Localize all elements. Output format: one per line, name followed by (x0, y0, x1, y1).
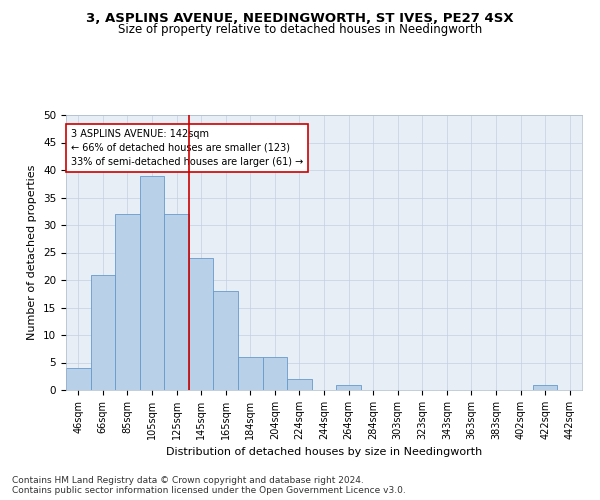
Text: Contains HM Land Registry data © Crown copyright and database right 2024.
Contai: Contains HM Land Registry data © Crown c… (12, 476, 406, 495)
Bar (263, 357, 287, 390)
Bar (533, 384, 557, 390)
Bar (287, 379, 312, 390)
X-axis label: Distribution of detached houses by size in Needingworth: Distribution of detached houses by size … (166, 448, 482, 458)
Bar (140, 176, 164, 390)
Text: Size of property relative to detached houses in Needingworth: Size of property relative to detached ho… (118, 22, 482, 36)
Text: 3 ASPLINS AVENUE: 142sqm
← 66% of detached houses are smaller (123)
33% of semi-: 3 ASPLINS AVENUE: 142sqm ← 66% of detach… (71, 128, 303, 167)
Bar (115, 214, 140, 390)
Y-axis label: Number of detached properties: Number of detached properties (28, 165, 37, 340)
Text: 3, ASPLINS AVENUE, NEEDINGWORTH, ST IVES, PE27 4SX: 3, ASPLINS AVENUE, NEEDINGWORTH, ST IVES… (86, 12, 514, 26)
Bar (214, 291, 238, 390)
Bar (164, 214, 189, 390)
Bar (91, 274, 115, 390)
Bar (336, 384, 361, 390)
Bar (66, 368, 91, 390)
Bar (238, 357, 263, 390)
Bar (189, 258, 214, 390)
